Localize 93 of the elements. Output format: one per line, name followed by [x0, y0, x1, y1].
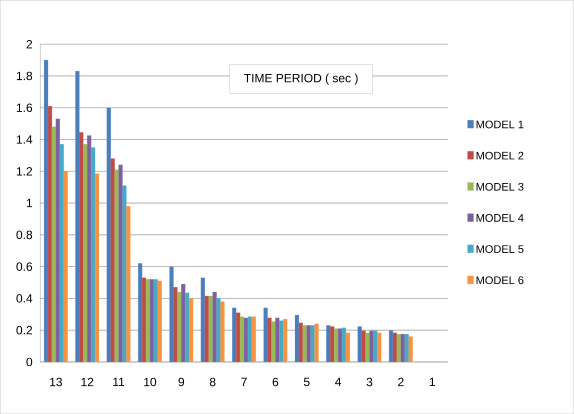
x-tick-label: 11	[113, 378, 124, 386]
bar	[302, 325, 307, 362]
bar	[83, 144, 88, 362]
bar	[204, 296, 209, 362]
y-tick-label: 1.2	[16, 167, 32, 176]
bar	[365, 332, 370, 362]
bar	[220, 301, 225, 362]
legend-label: MODEL 6	[476, 276, 524, 284]
bar	[122, 185, 127, 362]
bar	[52, 126, 56, 362]
bar	[400, 334, 405, 362]
bar	[181, 284, 186, 362]
bar	[306, 325, 311, 362]
bar	[275, 318, 280, 362]
bar	[48, 106, 52, 362]
bar	[110, 158, 115, 362]
x-tick-label: 1	[430, 378, 435, 386]
y-tick-label: 0.2	[16, 326, 32, 334]
bar	[342, 328, 346, 362]
x-tick-label: 3	[366, 378, 372, 386]
bar	[106, 108, 111, 362]
bar	[60, 144, 64, 362]
x-tick-label: 7	[241, 378, 247, 386]
bar	[373, 330, 378, 362]
bar	[212, 292, 217, 362]
bar	[75, 70, 80, 362]
bar	[158, 280, 162, 362]
bar	[408, 336, 413, 362]
bar	[279, 320, 284, 362]
bar	[252, 316, 256, 362]
bar	[283, 318, 288, 362]
bar	[200, 278, 205, 362]
bar	[87, 135, 92, 362]
bar	[177, 292, 182, 362]
x-tick-label: 6	[272, 378, 278, 386]
bar	[79, 132, 84, 362]
y-tick-label: 1.8	[16, 72, 32, 80]
bar	[377, 332, 382, 362]
y-tick-label: 0.8	[16, 230, 32, 240]
legend-label: MODEL 3	[476, 182, 524, 191]
legend-label: MODEL 4	[476, 214, 524, 222]
x-tick-label: 2	[398, 378, 404, 386]
bar	[248, 316, 252, 362]
bar	[392, 332, 398, 362]
y-tick-label: 1.4	[16, 135, 32, 144]
y-tick-label: 1	[26, 198, 32, 208]
bar	[271, 321, 276, 362]
bar	[146, 279, 150, 362]
x-tick-label: 9	[178, 378, 184, 386]
y-tick-label: 0.4	[16, 294, 32, 303]
bar	[150, 279, 154, 362]
bar	[94, 173, 100, 362]
bar	[314, 324, 319, 362]
bar	[294, 314, 300, 362]
bar	[334, 328, 338, 362]
bar	[126, 206, 130, 362]
bar	[232, 308, 236, 362]
bar	[169, 266, 174, 362]
y-tick-label: 2	[26, 40, 32, 48]
x-tick-label: 4	[335, 378, 342, 386]
legend-label: MODEL 5	[476, 245, 524, 253]
bar	[154, 279, 158, 362]
bar	[346, 332, 350, 362]
bar	[326, 325, 330, 362]
x-tick-label: 13	[50, 378, 62, 386]
bar	[185, 292, 190, 362]
bar	[298, 322, 303, 362]
text: TIME PERIOD ( sec )	[244, 73, 358, 85]
bar	[396, 334, 401, 362]
bar	[330, 326, 334, 362]
bar	[236, 312, 240, 362]
bar	[189, 298, 194, 362]
y-tick-label: 0.6	[16, 262, 32, 271]
bar	[64, 171, 68, 362]
y-tick-label: 0	[26, 358, 32, 366]
x-tick-label: 12	[81, 378, 94, 386]
bar	[173, 287, 178, 362]
y-tick-label: 1.6	[16, 103, 32, 112]
bar	[138, 263, 142, 362]
legend-label: MODEL 2	[476, 152, 524, 160]
bar	[114, 169, 119, 362]
bar	[244, 318, 248, 362]
bar	[358, 326, 362, 362]
x-tick-label: 5	[304, 378, 310, 386]
x-tick-label: 8	[210, 378, 216, 386]
bar	[208, 296, 213, 362]
bar	[310, 325, 315, 362]
bar	[56, 118, 60, 362]
legend-label: MODEL 1	[476, 120, 524, 128]
x-tick-label: 10	[144, 378, 156, 386]
bar	[267, 318, 272, 362]
bar	[369, 330, 374, 362]
bar	[404, 334, 409, 362]
